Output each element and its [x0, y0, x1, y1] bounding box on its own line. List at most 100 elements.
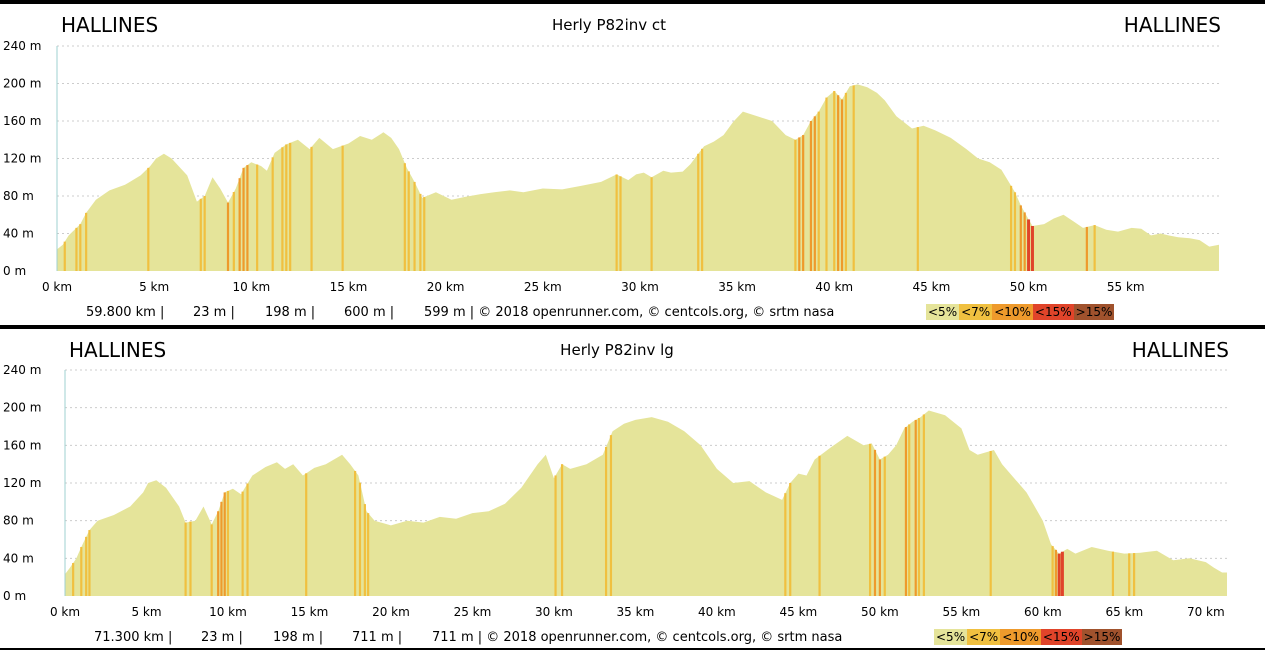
- gradient-stripe-lt7: [367, 513, 370, 596]
- x-tick-label: 5 km: [139, 280, 169, 294]
- gradient-stripe-lt7: [883, 456, 886, 596]
- y-tick-label: 240 m: [3, 39, 41, 53]
- gradient-stripe-lt10: [220, 501, 223, 596]
- x-tick-label: 35 km: [617, 605, 655, 619]
- gradient-stripe-lt7: [403, 163, 406, 271]
- x-tick-label: 15 km: [330, 280, 368, 294]
- legend-gt15: >15%: [1073, 304, 1115, 320]
- middle-divider: [0, 325, 1265, 329]
- y-tick-label: 200 m: [3, 401, 41, 415]
- gradient-stripe-lt10: [1023, 212, 1026, 271]
- x-tick-label: 20 km: [372, 605, 410, 619]
- gradient-stripe-lt10: [840, 99, 844, 271]
- y-tick-label: 160 m: [3, 114, 41, 128]
- gradient-stripe-lt7: [917, 418, 921, 596]
- gradient-stripe-lt10: [878, 459, 881, 596]
- gradient-stripe-lt10: [217, 511, 220, 596]
- x-tick-label: 50 km: [861, 605, 899, 619]
- gradient-stripe-lt7: [413, 181, 416, 271]
- gradient-stripe-lt7: [353, 470, 357, 596]
- gradient-stripe-lt10: [226, 202, 230, 271]
- gradient-stripe-lt7: [697, 153, 700, 271]
- x-tick-label: 5 km: [131, 605, 161, 619]
- gradient-stripe-lt7: [604, 446, 608, 596]
- end-label: HALLINES: [1123, 13, 1221, 37]
- gradient-stripe-lt7: [554, 475, 557, 596]
- x-tick-label: 60 km: [1024, 605, 1062, 619]
- gradient-stripe-lt7: [868, 443, 872, 596]
- gradient-stripe-lt10: [1085, 226, 1088, 271]
- gradient-stripe-lt10: [813, 116, 816, 271]
- stat-total-descent-credits: 599 m | © 2018 openrunner.com, © centcol…: [424, 305, 835, 320]
- gradient-stripe-lt10: [904, 427, 908, 596]
- start-label: HALLINES: [61, 13, 159, 37]
- gradient-stripe-lt7: [818, 455, 821, 596]
- gradient-stripe-lt7: [305, 473, 308, 596]
- gradient-stripe-lt7: [609, 435, 613, 596]
- x-tick-label: 45 km: [780, 605, 818, 619]
- legend-gt15: >15%: [1081, 629, 1123, 645]
- gradient-stripe-lt10: [238, 178, 241, 271]
- y-tick-label: 200 m: [3, 77, 41, 91]
- y-tick-label: 160 m: [3, 438, 41, 452]
- y-tick-label: 0 m: [3, 264, 26, 278]
- gradient-stripe-lt7: [289, 142, 292, 271]
- y-tick-label: 120 m: [3, 152, 41, 166]
- elevation-chart: 0 m 40 m 80 m 120 m 160 m 200 m 240 m 0 km 5 km 1…: [3, 363, 1227, 619]
- gradient-stripe-lt7: [80, 547, 83, 596]
- gradient-legend: <5% <7% <10% <15% >15%: [926, 304, 1115, 320]
- gradient-stripe-lt10: [1054, 549, 1057, 596]
- gradient-stripe-lt7: [1051, 546, 1054, 596]
- gradient-stripe-lt7: [72, 563, 75, 596]
- legend-lt15: <15%: [1032, 304, 1074, 320]
- stat-total-ascent: 600 m |: [344, 305, 395, 320]
- gradient-stripe-lt7: [1013, 192, 1017, 271]
- y-tick-label: 40 m: [3, 227, 34, 241]
- gradient-stripe-lt7: [88, 530, 91, 596]
- y-tick-label: 0 m: [3, 589, 26, 603]
- gradient-stripe-lt10: [798, 137, 801, 271]
- x-tick-label: 65 km: [1105, 605, 1143, 619]
- gradient-stripe-lt10: [837, 95, 840, 271]
- y-tick-label: 40 m: [3, 551, 34, 565]
- y-tick-label: 80 m: [3, 514, 34, 528]
- y-tick-label: 80 m: [3, 189, 34, 203]
- x-tick-label: 55 km: [942, 605, 980, 619]
- gradient-stripe-lt10: [873, 449, 877, 596]
- gradient-stripe-lt15: [1030, 226, 1034, 271]
- gradient-stripe-lt7: [423, 197, 426, 271]
- gradient-stripe-lt7: [199, 198, 202, 271]
- gradient-stripe-lt7: [271, 157, 274, 271]
- chart-title: Herly P82inv ct: [551, 16, 667, 34]
- gradient-stripe-lt10: [246, 165, 249, 271]
- elevation-profile-panel-2: HALLINES Herly P82inv lg HALLINES 0 m 40 …: [0, 329, 1265, 648]
- stat-total-descent-credits: 711 m | © 2018 openrunner.com, © centcol…: [432, 630, 843, 645]
- gradient-stripe-lt7: [794, 139, 797, 271]
- gradient-stripe-lt7: [784, 493, 787, 596]
- legend-lt5: <5%: [926, 304, 960, 320]
- gradient-stripe-lt10: [809, 121, 813, 271]
- gradient-stripe-lt7: [560, 464, 564, 596]
- gradient-stripe-lt15: [1027, 219, 1031, 271]
- x-tick-label: 40 km: [815, 280, 853, 294]
- x-tick-label: 35 km: [718, 280, 756, 294]
- gradient-stripe-lt7: [85, 212, 88, 271]
- legend-lt10: <10%: [992, 304, 1033, 320]
- gradient-stripe-lt7: [619, 176, 622, 271]
- gradient-stripe-lt7: [184, 522, 187, 596]
- gradient-stripe-lt7: [817, 111, 820, 271]
- stat-max-elevation: 198 m |: [265, 305, 316, 320]
- gradient-stripe-lt15: [1060, 551, 1064, 596]
- gradient-stripe-lt7: [908, 424, 911, 596]
- stat-min-elevation: 23 m |: [193, 305, 235, 320]
- gradient-stripe-lt7: [203, 196, 206, 271]
- x-tick-label: 70 km: [1187, 605, 1225, 619]
- gradient-stripe-lt7: [85, 536, 88, 596]
- gradient-stripe-lt7: [226, 490, 230, 596]
- gradient-stripe-lt10: [242, 167, 245, 271]
- elevation-chart: 0 m 40 m 80 m 120 m 160 m 200 m 240 m 0 km 5 km 1…: [3, 39, 1219, 294]
- gradient-stripe-lt7: [833, 91, 836, 271]
- gradient-stripe-lt7: [189, 521, 192, 596]
- gradient-stripe-lt7: [419, 193, 422, 271]
- stat-distance: 59.800 km |: [86, 305, 165, 320]
